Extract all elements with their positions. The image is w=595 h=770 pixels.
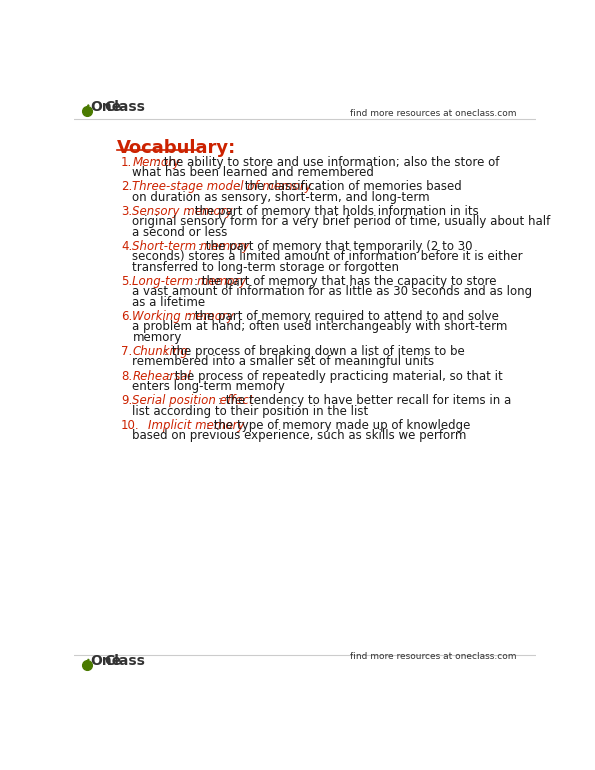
Text: seconds) stores a limited amount of information before it is either: seconds) stores a limited amount of info… (133, 250, 523, 263)
Text: 2.: 2. (121, 180, 132, 193)
Text: : the type of memory made up of knowledge: : the type of memory made up of knowledg… (206, 419, 471, 432)
Text: find more resources at oneclass.com: find more resources at oneclass.com (350, 651, 516, 661)
Text: Chunking: Chunking (133, 345, 188, 358)
Text: a problem at hand; often used interchangeably with short-term: a problem at hand; often used interchang… (133, 320, 508, 333)
Text: 4.: 4. (121, 240, 132, 253)
Text: : the part of memory that has the capacity to store: : the part of memory that has the capaci… (195, 275, 497, 288)
Text: original sensory form for a very brief period of time, usually about half: original sensory form for a very brief p… (133, 215, 551, 228)
Text: a second or less: a second or less (133, 226, 228, 239)
Text: 6.: 6. (121, 310, 132, 323)
Text: 8.: 8. (121, 370, 132, 383)
Text: on duration as sensory, short-term, and long-term: on duration as sensory, short-term, and … (133, 190, 430, 203)
Text: : the part of memory that temporarily (2 to 30: : the part of memory that temporarily (2… (198, 240, 473, 253)
Text: based on previous experience, such as skills we perform: based on previous experience, such as sk… (133, 430, 467, 442)
Text: remembered into a smaller set of meaningful units: remembered into a smaller set of meaning… (133, 355, 434, 368)
Text: 7.: 7. (121, 345, 132, 358)
Text: Class: Class (105, 100, 145, 114)
Text: : the tendency to have better recall for items in a: : the tendency to have better recall for… (218, 394, 511, 407)
Text: Short-term memory: Short-term memory (133, 240, 250, 253)
Text: Sensory memory: Sensory memory (133, 205, 233, 218)
Text: : the classification of memories based: : the classification of memories based (237, 180, 462, 193)
Text: 10.: 10. (121, 419, 139, 432)
Text: : the ability to store and use information; also the store of: : the ability to store and use informati… (156, 156, 499, 169)
Text: Memory: Memory (133, 156, 180, 169)
Text: One: One (90, 654, 121, 668)
Text: what has been learned and remembered: what has been learned and remembered (133, 166, 374, 179)
Text: 9.: 9. (121, 394, 132, 407)
Text: 5.: 5. (121, 275, 132, 288)
Text: list according to their position in the list: list according to their position in the … (133, 405, 369, 417)
Text: find more resources at oneclass.com: find more resources at oneclass.com (350, 109, 516, 119)
Text: One: One (90, 100, 121, 114)
Text: Three-stage model of memory: Three-stage model of memory (133, 180, 312, 193)
Text: : the part of memory that holds information in its: : the part of memory that holds informat… (187, 205, 478, 218)
Text: : the process of breaking down a list of items to be: : the process of breaking down a list of… (164, 345, 464, 358)
Text: Working memory: Working memory (133, 310, 234, 323)
Text: transferred to long-term storage or forgotten: transferred to long-term storage or forg… (133, 260, 399, 273)
Text: memory: memory (133, 331, 182, 343)
Text: Implicit memory: Implicit memory (148, 419, 245, 432)
Text: enters long-term memory: enters long-term memory (133, 380, 286, 393)
Text: as a lifetime: as a lifetime (133, 296, 206, 309)
Text: Class: Class (105, 654, 145, 668)
Text: Rehearsal: Rehearsal (133, 370, 192, 383)
Text: : the process of repeatedly practicing material, so that it: : the process of repeatedly practicing m… (167, 370, 503, 383)
Text: Serial position effect: Serial position effect (133, 394, 254, 407)
Text: : the part of memory required to attend to and solve: : the part of memory required to attend … (187, 310, 499, 323)
Text: 3.: 3. (121, 205, 132, 218)
Text: Vocabulary:: Vocabulary: (117, 139, 236, 156)
Text: a vast amount of information for as little as 30 seconds and as long: a vast amount of information for as litt… (133, 285, 533, 298)
Text: 1.: 1. (121, 156, 132, 169)
Text: Long-term memory: Long-term memory (133, 275, 247, 288)
